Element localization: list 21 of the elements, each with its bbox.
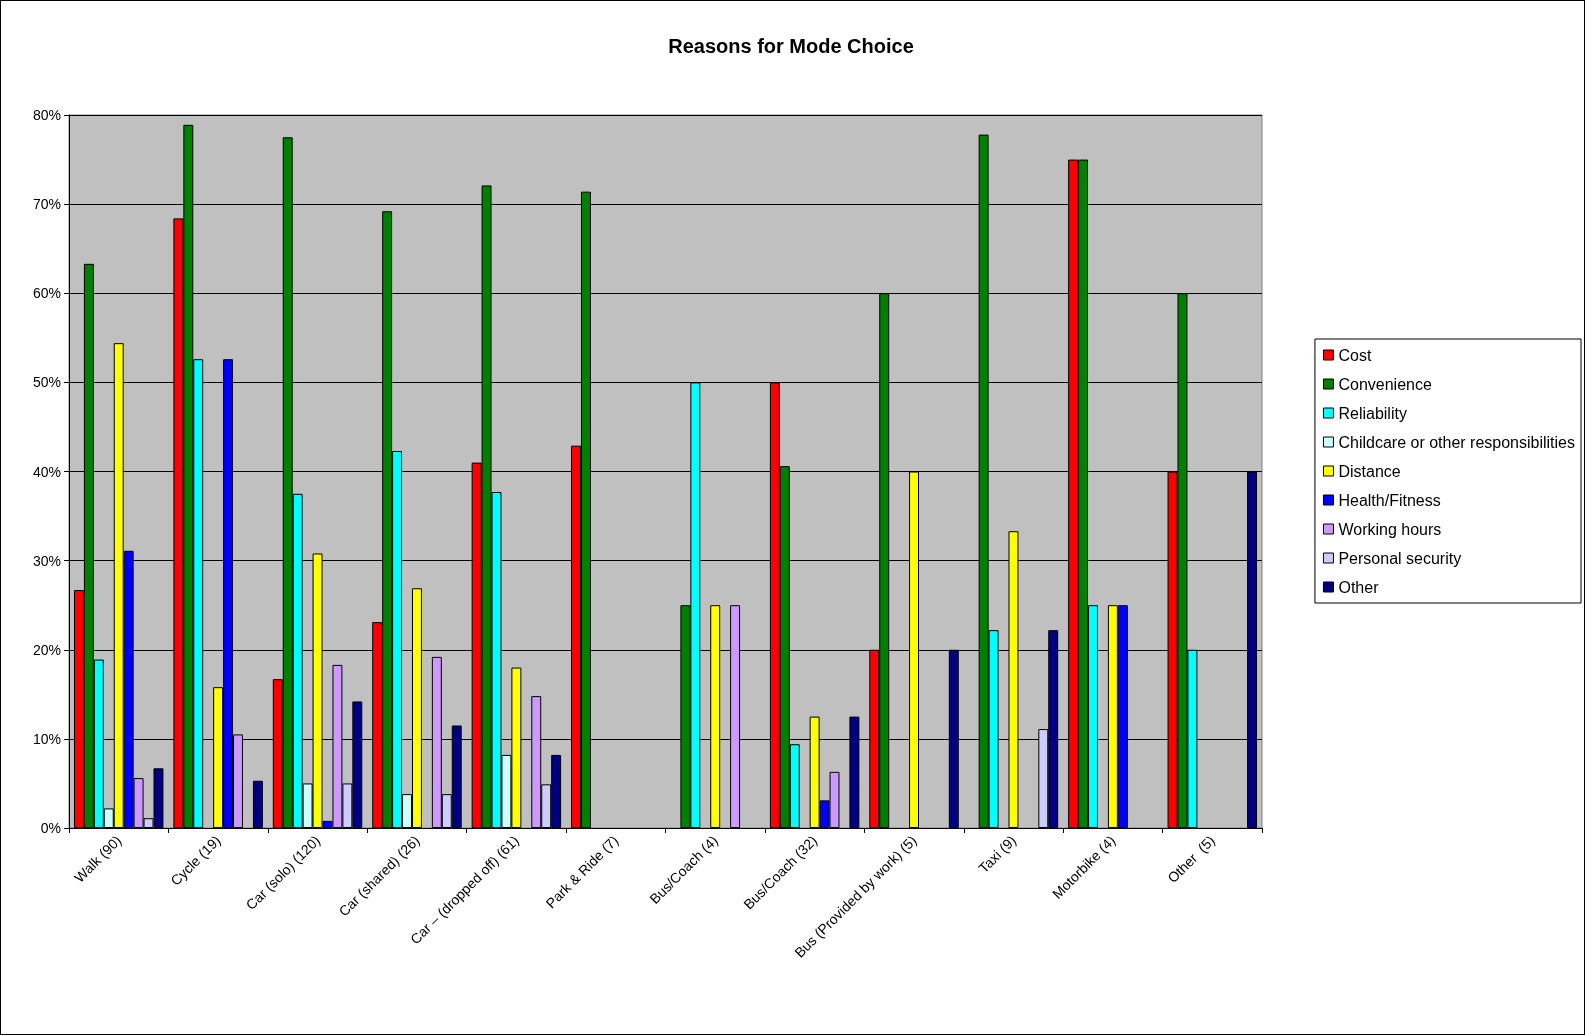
legend-label: Distance (1338, 462, 1401, 480)
y-tick-label: 50% (32, 374, 61, 391)
y-tick-label: 70% (32, 196, 61, 213)
y-tick-label: 20% (32, 641, 61, 658)
chart-title: Reasons for Mode Choice (668, 35, 914, 57)
legend-label: Cost (1338, 346, 1372, 364)
y-tick-label: 0% (40, 820, 61, 836)
legend-label: Personal security (1338, 549, 1462, 567)
bar (252, 780, 263, 828)
y-tick-label: 60% (32, 285, 61, 302)
legend-label: Reliability (1338, 404, 1407, 422)
y-tick-label: 30% (32, 552, 61, 569)
legend-label: Working hours (1338, 520, 1442, 538)
legend-label: Health/Fitness (1338, 491, 1441, 509)
y-tick-label: 80% (32, 107, 61, 123)
legend-label: Childcare or other responsibilities (1338, 433, 1576, 451)
x-tick-label: Taxi (9) (975, 832, 1020, 877)
y-tick-label: 10% (32, 730, 61, 747)
legend-label: Other (1338, 578, 1380, 596)
y-tick-label: 40% (32, 463, 61, 480)
legend-label: Convenience (1338, 375, 1432, 393)
